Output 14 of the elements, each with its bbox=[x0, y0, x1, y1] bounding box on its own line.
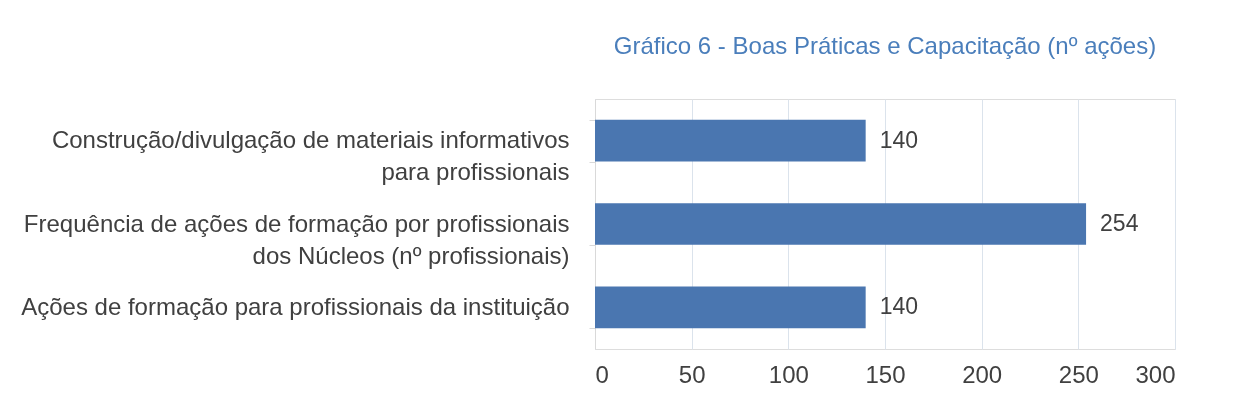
x-tick-label: 200 bbox=[962, 360, 1003, 388]
x-tick-label: 0 bbox=[595, 360, 609, 388]
y-tick-label: Ações de formação para profissionais da instituição bbox=[21, 292, 570, 320]
x-tick-label: 100 bbox=[768, 360, 809, 388]
x-tick-label: 250 bbox=[1058, 360, 1099, 388]
x-tick-label: 50 bbox=[678, 360, 706, 388]
x-tick-label: 300 bbox=[1135, 360, 1176, 388]
chart-title: Gráfico 6 - Boas Práticas e Capacitação (nº ações) bbox=[613, 32, 1157, 59]
data-label: 140 bbox=[879, 126, 919, 153]
data-label: 140 bbox=[879, 293, 919, 320]
y-tick-label: Frequência de ações de formação por profissionais dos Núcleos (nº profissionais) bbox=[23, 209, 570, 269]
y-tick-label: Construção/divulgação de materiais informativos para profissionais bbox=[51, 126, 570, 186]
x-tick-label: 150 bbox=[865, 360, 906, 388]
data-label: 254 bbox=[1100, 210, 1139, 236]
